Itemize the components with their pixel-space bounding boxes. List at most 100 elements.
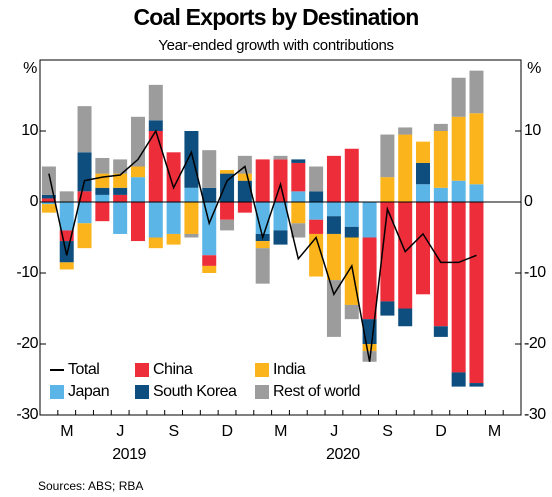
bar-segment [202,265,217,273]
bar-segment [255,159,270,202]
bar-segment [41,194,56,199]
bar-segment [77,191,92,202]
y-unit-left: % [23,60,37,77]
bar-segment [237,180,252,202]
bar-segment [148,202,163,238]
bar-segment [184,202,199,234]
y-unit-right: % [527,60,541,77]
x-tick-label: M [488,423,501,440]
y-tick-label: 0 [30,193,39,210]
bar-segment [255,248,270,284]
bar-segment [148,237,163,249]
bar-segment [95,187,110,195]
bar-segment [380,202,395,302]
bar-segment [202,150,217,188]
bar-segment [433,131,448,188]
x-tick-label: M [60,423,73,440]
y-tick-label: 0 [524,193,533,210]
bar-segment [273,159,288,202]
legend-swatch [50,385,64,399]
bar-segment [77,202,92,224]
bar-segment [202,187,217,202]
bar-segment [398,127,413,135]
bar-segment [148,131,163,202]
bar-segment [220,202,235,220]
bar-segment [469,202,484,384]
bar-segment [166,152,181,202]
bar-segment [451,77,466,117]
bar-segment [433,123,448,131]
bar-segment [326,202,341,217]
bar-segment [344,202,359,227]
bar-segment [113,194,128,202]
y-tick-label: -10 [16,264,38,281]
bar-segment [398,202,413,309]
source-note: Sources: ABS; RBA [38,479,143,493]
bar-segment [469,113,484,185]
bar-segment [184,131,199,188]
bar-segment [344,304,359,320]
bar-segment [380,301,395,316]
legend-label: China [153,361,193,378]
bar-segment [416,202,431,295]
bar-segment [237,173,252,181]
bar-segment [130,202,145,242]
bar-segment [41,166,56,195]
bar-segment [309,191,324,202]
bar-segment [148,84,163,121]
bar-segment [130,166,145,178]
bar-segment [362,237,377,320]
bar-segment [433,202,448,327]
bar-segment [344,226,359,238]
bar-segment [362,202,377,238]
y-tick-label: -30 [16,406,38,423]
bar-segment [184,187,199,202]
bar-segment [273,202,288,231]
bar-segment [59,262,74,270]
x-tick-label: M [274,423,287,440]
legend-swatch [135,363,149,377]
x-tick-label: S [382,423,392,440]
x-tick-label: S [169,423,179,440]
bar-segment [291,159,306,163]
bar-segment [130,177,145,202]
x-tick-label: J [116,423,124,440]
bar-segment [469,184,484,202]
bar-segment [416,141,431,163]
bar-segment [291,162,306,192]
bar-segment [95,157,110,174]
y-tick-label: 10 [524,122,541,139]
bar-segment [113,159,128,174]
bar-segment [433,187,448,202]
bar-segment [184,233,199,238]
bar-segment [113,202,128,234]
bar-segment [220,173,235,202]
bar-segment [77,106,92,153]
bar-segment [77,152,92,192]
legend-label: South Korea [153,383,237,400]
bar-segment [113,173,128,188]
bar-segment [416,162,431,185]
y-tick-label: 10 [21,122,38,139]
bar-segment [309,233,324,277]
bar-segment [220,170,235,174]
bar-segment [113,187,128,195]
bar-segment [326,233,341,281]
x-tick-label: J [330,423,338,440]
bar-segment [309,219,324,234]
x-tick-label: D [435,423,446,440]
bar-segment [362,344,377,352]
y-tick-label: -10 [524,264,546,281]
y-tick-label: -20 [16,335,38,352]
bar-segment [451,180,466,202]
bar-segment [398,134,413,202]
total-line [48,129,477,362]
bar-segment [255,241,270,249]
bar-segment [59,241,74,263]
year-label: 2020 [326,446,360,463]
legend-label: Total [68,361,99,378]
bar-segment [148,120,163,131]
legend-label: Rest of world [273,383,360,400]
bar-segment [326,155,341,202]
